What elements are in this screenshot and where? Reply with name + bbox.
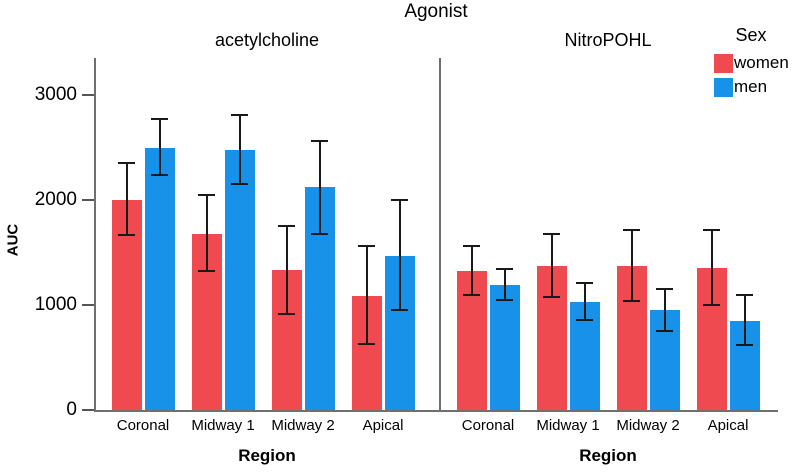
- y-tick-label: 1000: [34, 294, 77, 315]
- category-label: Coronal: [461, 417, 515, 434]
- error-bar-cap-top: [391, 199, 408, 201]
- category-label: Apical: [707, 417, 749, 434]
- y-tick-mark: [82, 199, 94, 201]
- y-tick-label: 2000: [34, 189, 77, 210]
- y-tick-label: 0: [66, 399, 77, 420]
- error-bar-line: [470, 246, 473, 295]
- error-bar-line: [318, 141, 321, 234]
- chart-title: Agonist: [404, 1, 468, 22]
- category-label: Midway 2: [271, 417, 335, 434]
- y-axis-line: [94, 58, 96, 411]
- y-tick-mark: [82, 94, 94, 96]
- error-bar-cap-bottom: [656, 330, 673, 333]
- error-bar-cap-top: [543, 232, 560, 235]
- error-bar-cap-bottom: [118, 233, 135, 236]
- bar-men-midway-1: [224, 149, 255, 410]
- error-bar-cap-bottom: [703, 304, 720, 306]
- legend-item-men: men: [714, 77, 767, 97]
- error-bar-line: [365, 246, 368, 344]
- error-bar-line: [398, 200, 401, 311]
- y-tick-label: 3000: [34, 84, 77, 105]
- error-bar-line: [238, 114, 241, 185]
- error-bar-cap-top: [278, 225, 295, 228]
- category-label: Midway 1: [536, 417, 600, 434]
- error-bar-cap-top: [623, 229, 640, 232]
- y-axis-title: AUC: [4, 223, 22, 257]
- error-bar-cap-top: [736, 293, 753, 296]
- category-label: Coronal: [116, 417, 170, 434]
- category-label: Midway 2: [616, 417, 680, 434]
- legend-item-women: women: [714, 53, 789, 73]
- error-bar-cap-top: [311, 140, 328, 143]
- error-bar-cap-top: [358, 245, 375, 248]
- error-bar-cap-bottom: [576, 318, 593, 321]
- error-bar-cap-bottom: [278, 313, 295, 316]
- panel-separator-line: [439, 58, 441, 411]
- error-bar-cap-bottom: [311, 232, 328, 235]
- error-bar-line: [710, 230, 713, 305]
- error-bar-cap-bottom: [358, 342, 375, 345]
- legend-label-women: women: [734, 53, 789, 72]
- legend-title: Sex: [735, 25, 767, 45]
- error-bar-cap-bottom: [623, 299, 640, 302]
- error-bar-cap-top: [151, 118, 168, 121]
- bar-men-coronal: [144, 147, 175, 410]
- error-bar-cap-bottom: [231, 183, 248, 186]
- error-bar-cap-top: [703, 229, 720, 232]
- error-bar-cap-bottom: [496, 298, 513, 301]
- category-label: Midway 1: [191, 417, 255, 434]
- x-axis-title-left: Region: [238, 446, 296, 465]
- error-bar-line: [125, 163, 128, 235]
- error-bar-cap-bottom: [151, 173, 168, 176]
- error-bar-cap-bottom: [463, 293, 480, 296]
- category-label: Apical: [362, 417, 404, 434]
- error-bar-line: [550, 233, 553, 297]
- legend-swatch-women: [714, 53, 733, 73]
- x-axis-line: [94, 410, 778, 412]
- legend-swatch-men: [714, 77, 733, 97]
- error-bar-line: [285, 226, 288, 315]
- error-bar-cap-top: [576, 281, 593, 284]
- error-bar-cap-top: [496, 268, 513, 271]
- y-tick-mark: [82, 304, 94, 306]
- error-bar-cap-top: [231, 113, 248, 116]
- error-bar-cap-top: [656, 288, 673, 291]
- error-bar-cap-top: [198, 193, 215, 196]
- error-bar-line: [158, 119, 161, 175]
- panel-title-left: acetylcholine: [214, 30, 320, 50]
- error-bar-line: [630, 230, 633, 301]
- panel-title-right: NitroPOHL: [564, 30, 652, 50]
- error-bar-line: [503, 269, 506, 300]
- error-bar-line: [743, 294, 746, 345]
- error-bar-line: [663, 289, 666, 332]
- bar-men-coronal: [489, 285, 520, 410]
- legend-label-men: men: [734, 77, 768, 96]
- error-bar-cap-bottom: [736, 343, 753, 346]
- error-bar-cap-top: [118, 162, 135, 165]
- error-bar-line: [205, 194, 208, 272]
- error-bar-cap-bottom: [391, 309, 408, 312]
- error-bar-cap-top: [463, 245, 480, 248]
- error-bar-line: [583, 282, 586, 320]
- x-axis-title-right: Region: [579, 446, 637, 465]
- error-bar-cap-bottom: [198, 270, 215, 273]
- error-bar-cap-bottom: [543, 295, 560, 298]
- y-tick-mark: [82, 409, 94, 411]
